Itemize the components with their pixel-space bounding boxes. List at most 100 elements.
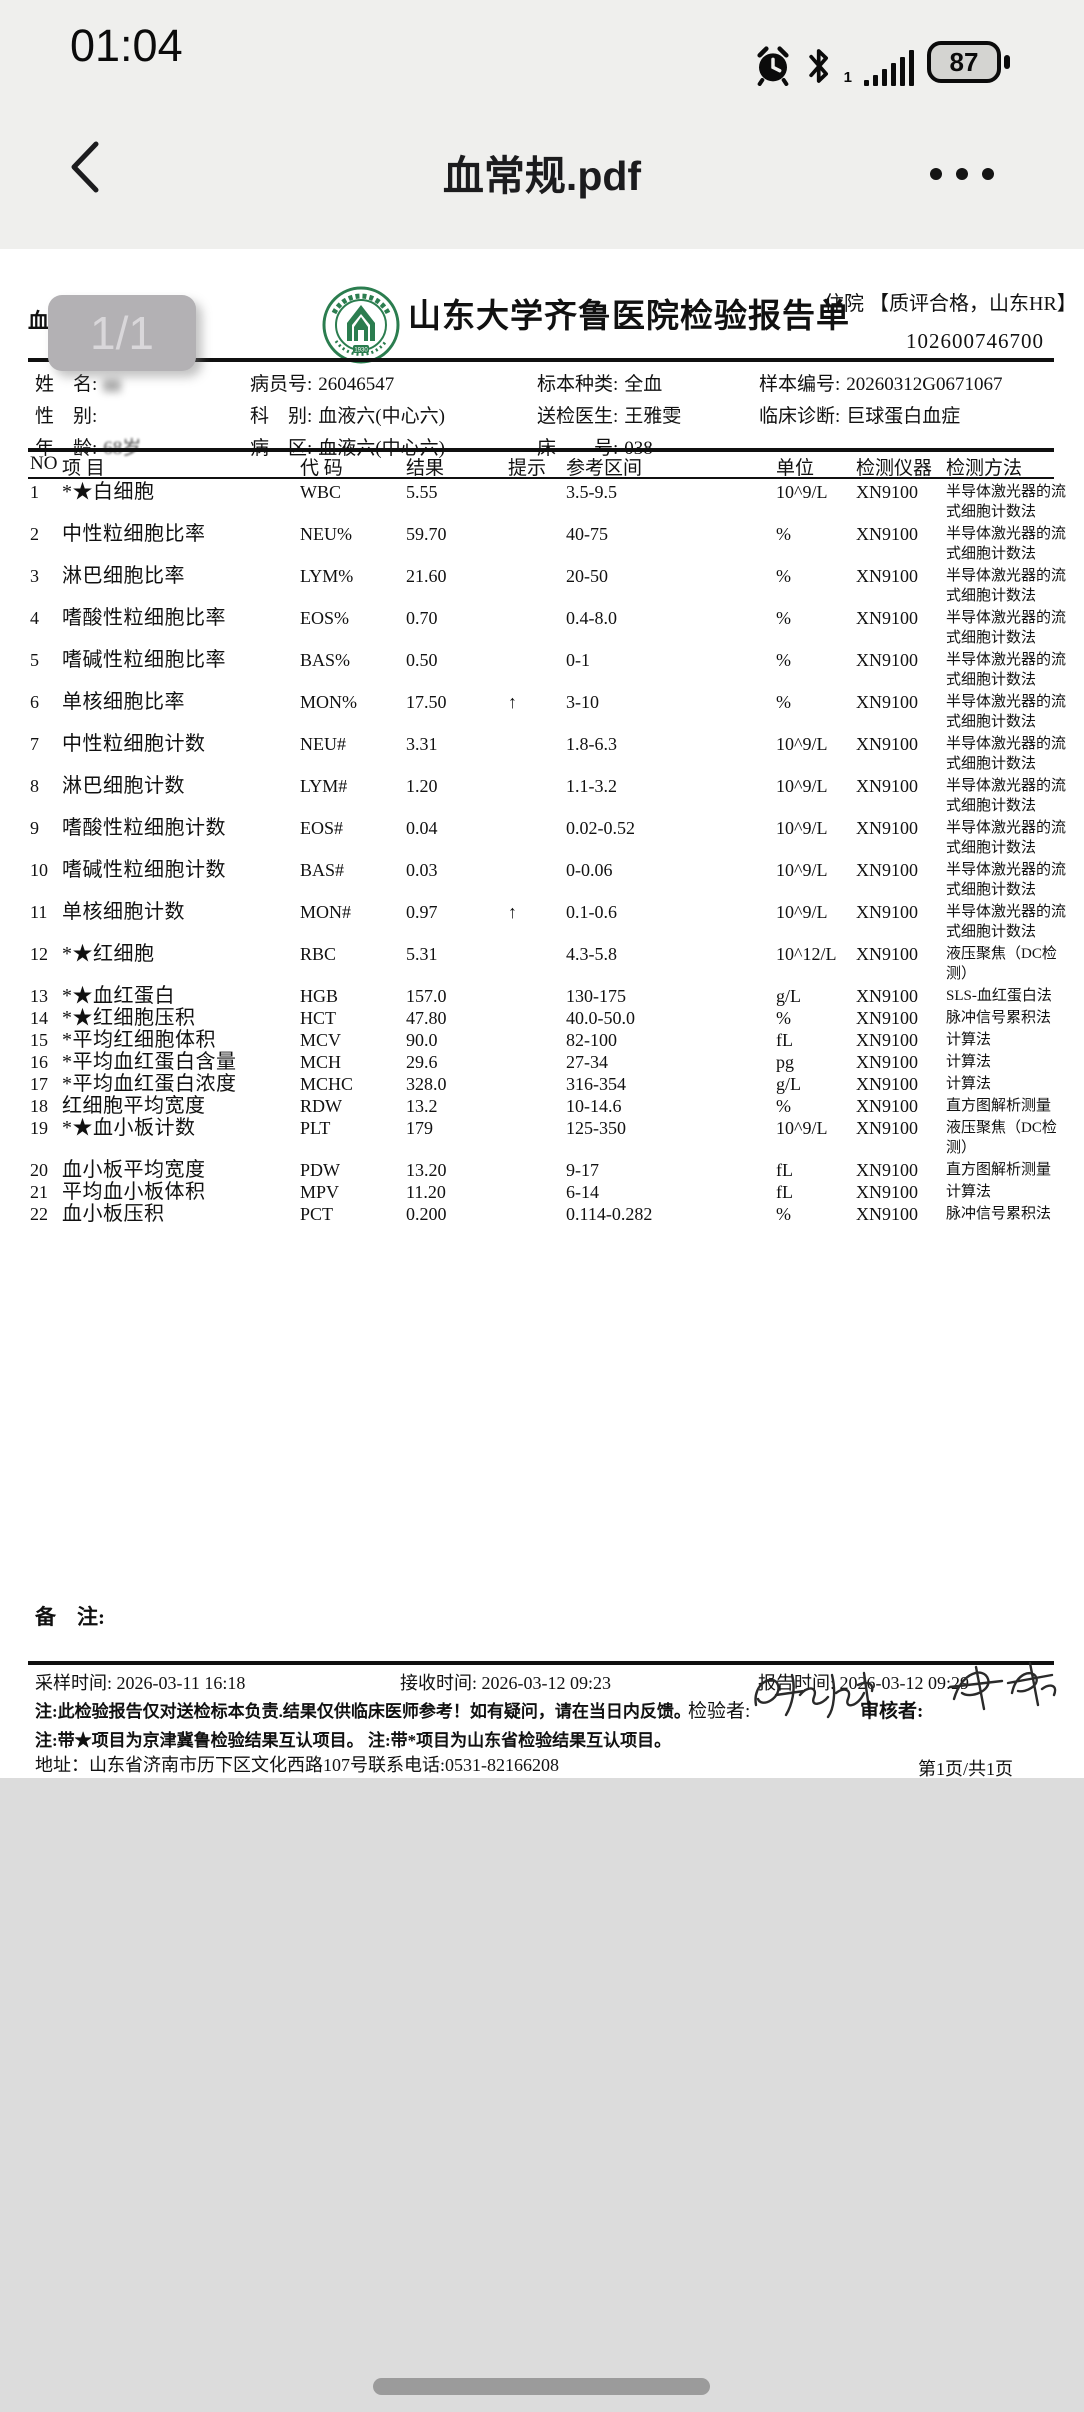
page-number-label: 1/1	[90, 307, 154, 359]
instrument: XN9100	[856, 608, 918, 628]
item-name: *★红细胞	[62, 943, 155, 965]
home-indicator[interactable]	[373, 2378, 710, 2395]
patient-field: 标本种类: 全血	[537, 369, 759, 401]
patient-field-value: 巨球蛋白血症	[846, 406, 961, 427]
flag-arrow	[508, 1030, 566, 1050]
row-number: 5	[30, 650, 39, 670]
item-name: 淋巴细胞计数	[62, 775, 185, 797]
instrument: XN9100	[856, 1074, 918, 1094]
item-code: MON%	[300, 692, 357, 712]
flag-arrow	[508, 1008, 566, 1028]
instrument: XN9100	[856, 524, 918, 544]
method: SLS-血红蛋白法	[946, 988, 1052, 1004]
instrument: XN9100	[856, 1204, 918, 1224]
instrument: XN9100	[856, 944, 918, 964]
table-row: 18 红细胞平均宽度 RDW 13.2 10-14.6 % XN9100 直方图…	[30, 1096, 1074, 1118]
reference-range: 3.5-9.5	[566, 482, 617, 502]
row-number: 13	[30, 986, 48, 1006]
reference-range: 130-175	[566, 986, 626, 1006]
item-code: NEU#	[300, 734, 346, 754]
item-code: MON#	[300, 902, 352, 922]
item-code: EOS#	[300, 818, 344, 838]
status-time: 01:04	[70, 20, 183, 71]
item-code: MCH	[300, 1052, 342, 1072]
row-number: 17	[30, 1074, 48, 1094]
result-value: 5.31	[406, 944, 438, 964]
flag-arrow	[508, 860, 566, 900]
method: 半导体激光器的流式细胞计数法	[946, 820, 1067, 856]
unit: 10^9/L	[776, 860, 828, 880]
patient-field-label: 科 别:	[250, 406, 313, 427]
method: 半导体激光器的流式细胞计数法	[946, 736, 1067, 772]
reference-range: 0.114-0.282	[566, 1204, 653, 1224]
reference-range: 0.1-0.6	[566, 902, 617, 922]
patient-field-label: 样本编号:	[759, 374, 841, 395]
row-number: 8	[30, 776, 39, 796]
item-name: *★血红蛋白	[62, 985, 175, 1007]
result-value: 0.50	[406, 650, 438, 670]
table-row: 13 *★血红蛋白 HGB 157.0 130-175 g/L XN9100 S…	[30, 986, 1074, 1008]
method: 液压聚焦（DC检测）	[946, 946, 1057, 982]
item-code: LYM%	[300, 566, 354, 586]
flag-arrow	[508, 608, 566, 648]
unit: %	[776, 1096, 791, 1116]
unit: %	[776, 524, 791, 544]
table-row: 21 平均血小板体积 MPV 11.20 6-14 fL XN9100 计算法	[30, 1182, 1074, 1204]
examiner-signature	[754, 1671, 874, 1719]
row-number: 14	[30, 1008, 48, 1028]
row-number: 4	[30, 608, 39, 628]
table-header-cell: 项 目	[62, 458, 105, 479]
table-row: 14 *★红细胞压积 HCT 47.80 40.0-50.0 % XN9100 …	[30, 1008, 1074, 1030]
method: 半导体激光器的流式细胞计数法	[946, 568, 1067, 604]
reference-range: 316-354	[566, 1074, 626, 1094]
flag-arrow	[508, 734, 566, 774]
divider	[28, 1661, 1054, 1665]
table-header-cell: 代 码	[300, 458, 343, 479]
item-name: 单核细胞比率	[62, 691, 185, 713]
unit: 10^9/L	[776, 734, 828, 754]
result-value: 13.2	[406, 1096, 438, 1116]
reference-range: 82-100	[566, 1030, 617, 1050]
result-value: 17.50	[406, 692, 447, 712]
reference-range: 4.3-5.8	[566, 944, 617, 964]
pdf-page[interactable]: 血 1930 山东大学齐鲁医院检验报告单 住院 【质评合格，山东HR】 1026…	[0, 249, 1084, 1779]
result-value: 21.60	[406, 566, 447, 586]
back-button[interactable]	[62, 138, 106, 196]
admission-note: 住院 【质评合格，山东HR】	[824, 293, 1077, 315]
result-value: 59.70	[406, 524, 447, 544]
item-name: 嗜酸性粒细胞比率	[62, 607, 226, 629]
patient-field-value: 全血	[624, 374, 663, 395]
flag-arrow	[508, 650, 566, 690]
instrument: XN9100	[856, 818, 918, 838]
result-value: 29.6	[406, 1052, 438, 1072]
flag-arrow	[508, 1052, 566, 1072]
phone: 联系电话:0531-82166208	[368, 1755, 559, 1775]
flag-arrow	[508, 1204, 566, 1224]
reference-range: 9-17	[566, 1160, 599, 1180]
table-row: 5 嗜碱性粒细胞比率 BAS% 0.50 0-1 % XN9100 半导体激光器…	[30, 650, 1074, 692]
reference-range: 10-14.6	[566, 1096, 622, 1116]
patient-field: 临床诊断: 巨球蛋白血症	[759, 401, 1059, 433]
item-name: *★血小板计数	[62, 1117, 196, 1139]
reviewer-label: 审核者:	[860, 1701, 924, 1722]
table-row: 2 中性粒细胞比率 NEU% 59.70 40-75 % XN9100 半导体激…	[30, 524, 1074, 566]
item-code: MPV	[300, 1182, 340, 1202]
item-code: WBC	[300, 482, 342, 502]
method: 半导体激光器的流式细胞计数法	[946, 526, 1067, 562]
flag-arrow	[508, 818, 566, 858]
patient-field-label: 病员号:	[250, 374, 313, 395]
result-value: 0.200	[406, 1204, 447, 1224]
instrument: XN9100	[856, 1182, 918, 1202]
patient-field-value: 20260312G0671067	[846, 374, 1003, 395]
sample-number: 102600746700	[906, 329, 1044, 353]
more-options-button[interactable]	[930, 168, 994, 180]
instrument: XN9100	[856, 860, 918, 880]
row-number: 9	[30, 818, 39, 838]
result-value: 0.97	[406, 902, 438, 922]
method: 脉冲信号累积法	[946, 1010, 1052, 1026]
result-value: 5.55	[406, 482, 438, 502]
result-value: 47.80	[406, 1008, 447, 1028]
item-code: PCT	[300, 1204, 334, 1224]
item-name: 嗜碱性粒细胞计数	[62, 859, 226, 881]
divider	[28, 448, 1054, 452]
